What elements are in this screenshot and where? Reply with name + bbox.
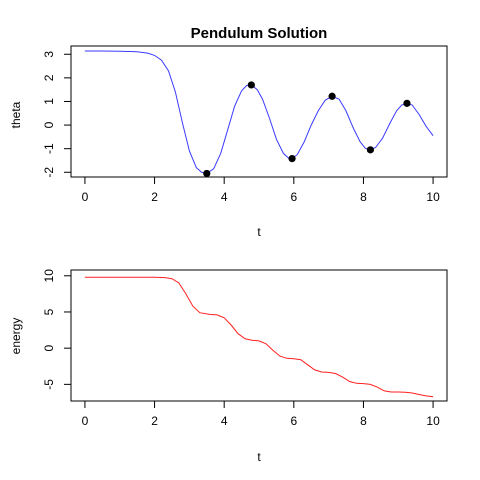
y-tick-label: 1 [42,98,56,105]
y-tick-label: 2 [42,74,56,81]
y-tick-label: 5 [42,308,56,315]
y-tick-label: -1 [42,143,56,154]
x-tick-label: 6 [290,414,297,428]
theta-points-layer [203,81,411,178]
series-line [84,276,434,398]
y-tick-label: 10 [42,269,56,283]
y-tick-label: -5 [42,379,56,390]
y-axis: -2 -1 0 1 2 3 [42,51,72,178]
x-tick-label: 10 [426,414,440,428]
y-tick-label: -2 [42,167,56,178]
y-axis-label: theta [9,101,23,128]
x-tick-label: 2 [151,190,158,204]
x-tick-label: 4 [221,190,228,204]
x-tick-label: 8 [360,414,367,428]
chart-title: Pendulum Solution [191,25,328,42]
x-tick-label: 0 [82,190,89,204]
x-tick-label: 10 [426,190,440,204]
y-axis: -5 0 5 10 [42,269,72,390]
x-tick-label: 2 [151,414,158,428]
data-point [403,99,411,107]
theta-panel: Pendulum Solution 0 2 4 6 8 10 -2 -1 0 1 2 3 t the… [9,25,448,239]
y-tick-label: 0 [42,345,56,352]
data-point [366,146,375,154]
y-axis-label: energy [9,318,23,355]
theta-series-layer [84,50,434,175]
energy-panel: 0 2 4 6 8 10 -5 0 5 10 t energy [9,269,448,464]
energy-series-layer [84,276,434,398]
x-tick-label: 4 [221,414,228,428]
data-point [328,92,336,100]
data-point [203,169,211,178]
x-axis-label: t [257,225,261,239]
x-axis: 0 2 4 6 8 10 [82,400,440,428]
data-point [288,154,296,163]
x-tick-label: 8 [360,190,367,204]
series-line [84,50,434,175]
x-tick-label: 0 [82,414,89,428]
data-point [247,81,255,89]
x-axis-label: t [257,450,261,464]
y-tick-label: 3 [42,51,56,58]
x-tick-label: 6 [290,190,297,204]
x-axis: 0 2 4 6 8 10 [82,176,440,204]
y-tick-label: 0 [42,121,56,128]
